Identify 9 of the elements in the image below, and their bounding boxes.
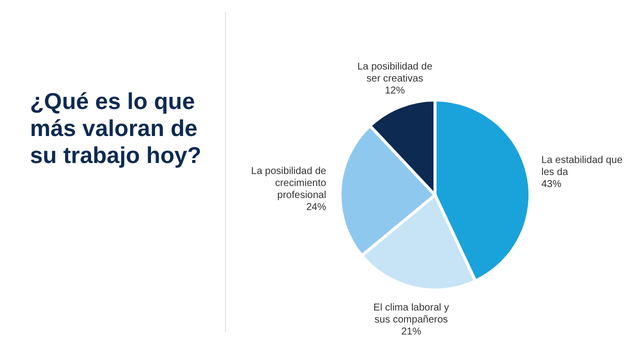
slice-label: La posibilidad de crecimiento profesional xyxy=(251,166,327,202)
slice-label: La posibilidad de ser creativas xyxy=(357,62,433,85)
text: ¿Qué es lo que más valoran de su trabajo hoy? xyxy=(30,88,202,169)
data-label: 43% xyxy=(541,179,562,190)
data-label: 12% xyxy=(384,86,405,97)
slice-label: La estabilidad que les da xyxy=(541,155,623,178)
data-label: 21% xyxy=(401,326,422,338)
data-label: 24% xyxy=(306,202,326,214)
slice-label: El clima laboral y sus compañeros xyxy=(373,302,450,326)
